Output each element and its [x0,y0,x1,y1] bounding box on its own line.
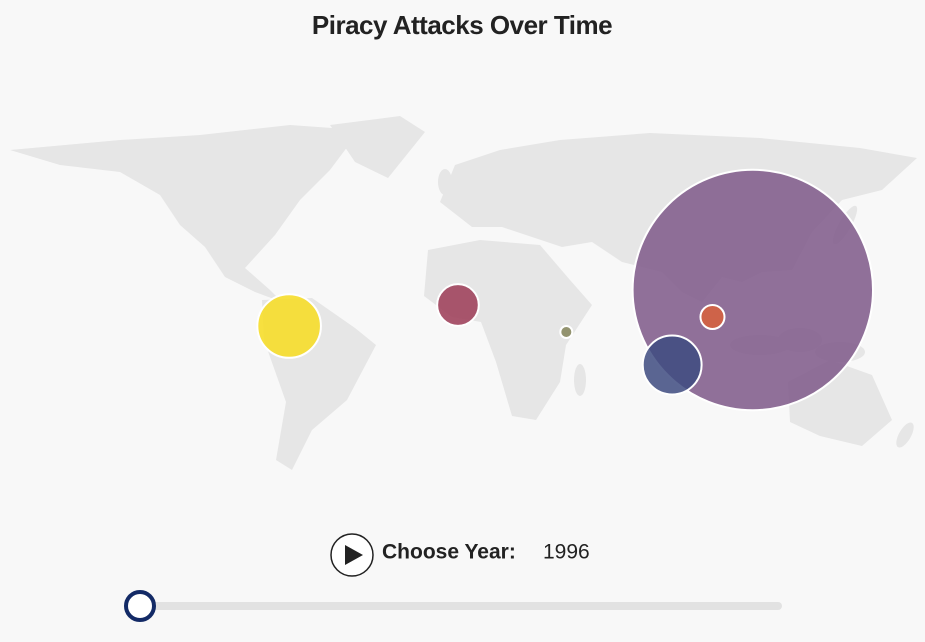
bubble [559,324,574,340]
play-button[interactable] [330,533,374,577]
bubbles [256,168,875,412]
year-label: Choose Year: [382,541,516,564]
bubble [436,283,480,327]
slider-handle[interactable] [124,590,156,622]
title: Piracy Attacks Over Time [312,10,612,40]
bubble [256,293,322,359]
year-value: 1996 [543,541,590,564]
bubble [641,334,703,396]
bubble [699,303,726,331]
slider-track[interactable] [140,602,782,610]
play-icon [345,545,363,565]
